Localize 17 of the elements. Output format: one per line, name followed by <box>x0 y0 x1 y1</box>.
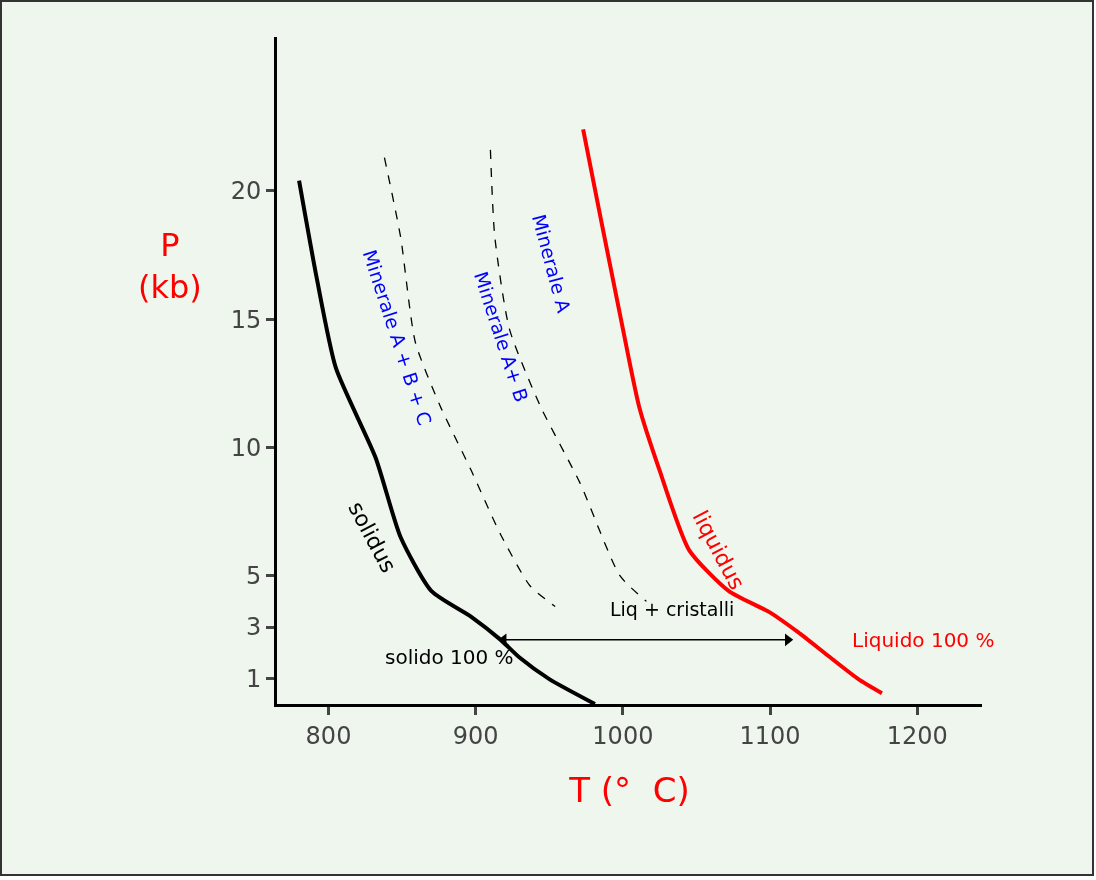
y-tick-label: 10 <box>230 433 262 462</box>
x-tick-label: 1200 <box>886 721 948 750</box>
x-tick-label: 800 <box>305 721 352 750</box>
y-tick-label: 3 <box>245 613 262 642</box>
y-tick-label: 15 <box>230 305 262 334</box>
annotation: solido 100 % <box>385 645 514 669</box>
x-axis-title: T (° C) <box>568 770 690 811</box>
y-tick-label: 1 <box>245 664 262 693</box>
annotation: Minerale A <box>527 211 576 315</box>
annotation: Liq + cristalli <box>610 598 735 620</box>
y-tick-label: 20 <box>230 177 262 206</box>
x-tick-label: 1100 <box>739 721 801 750</box>
x-tick-label: 1000 <box>592 721 654 750</box>
x-tick-label: 900 <box>452 721 499 750</box>
annotation: Liquido 100 % <box>852 628 995 652</box>
y-axis-title: P (kb) <box>138 226 202 306</box>
y-tick-label: 5 <box>245 562 262 591</box>
